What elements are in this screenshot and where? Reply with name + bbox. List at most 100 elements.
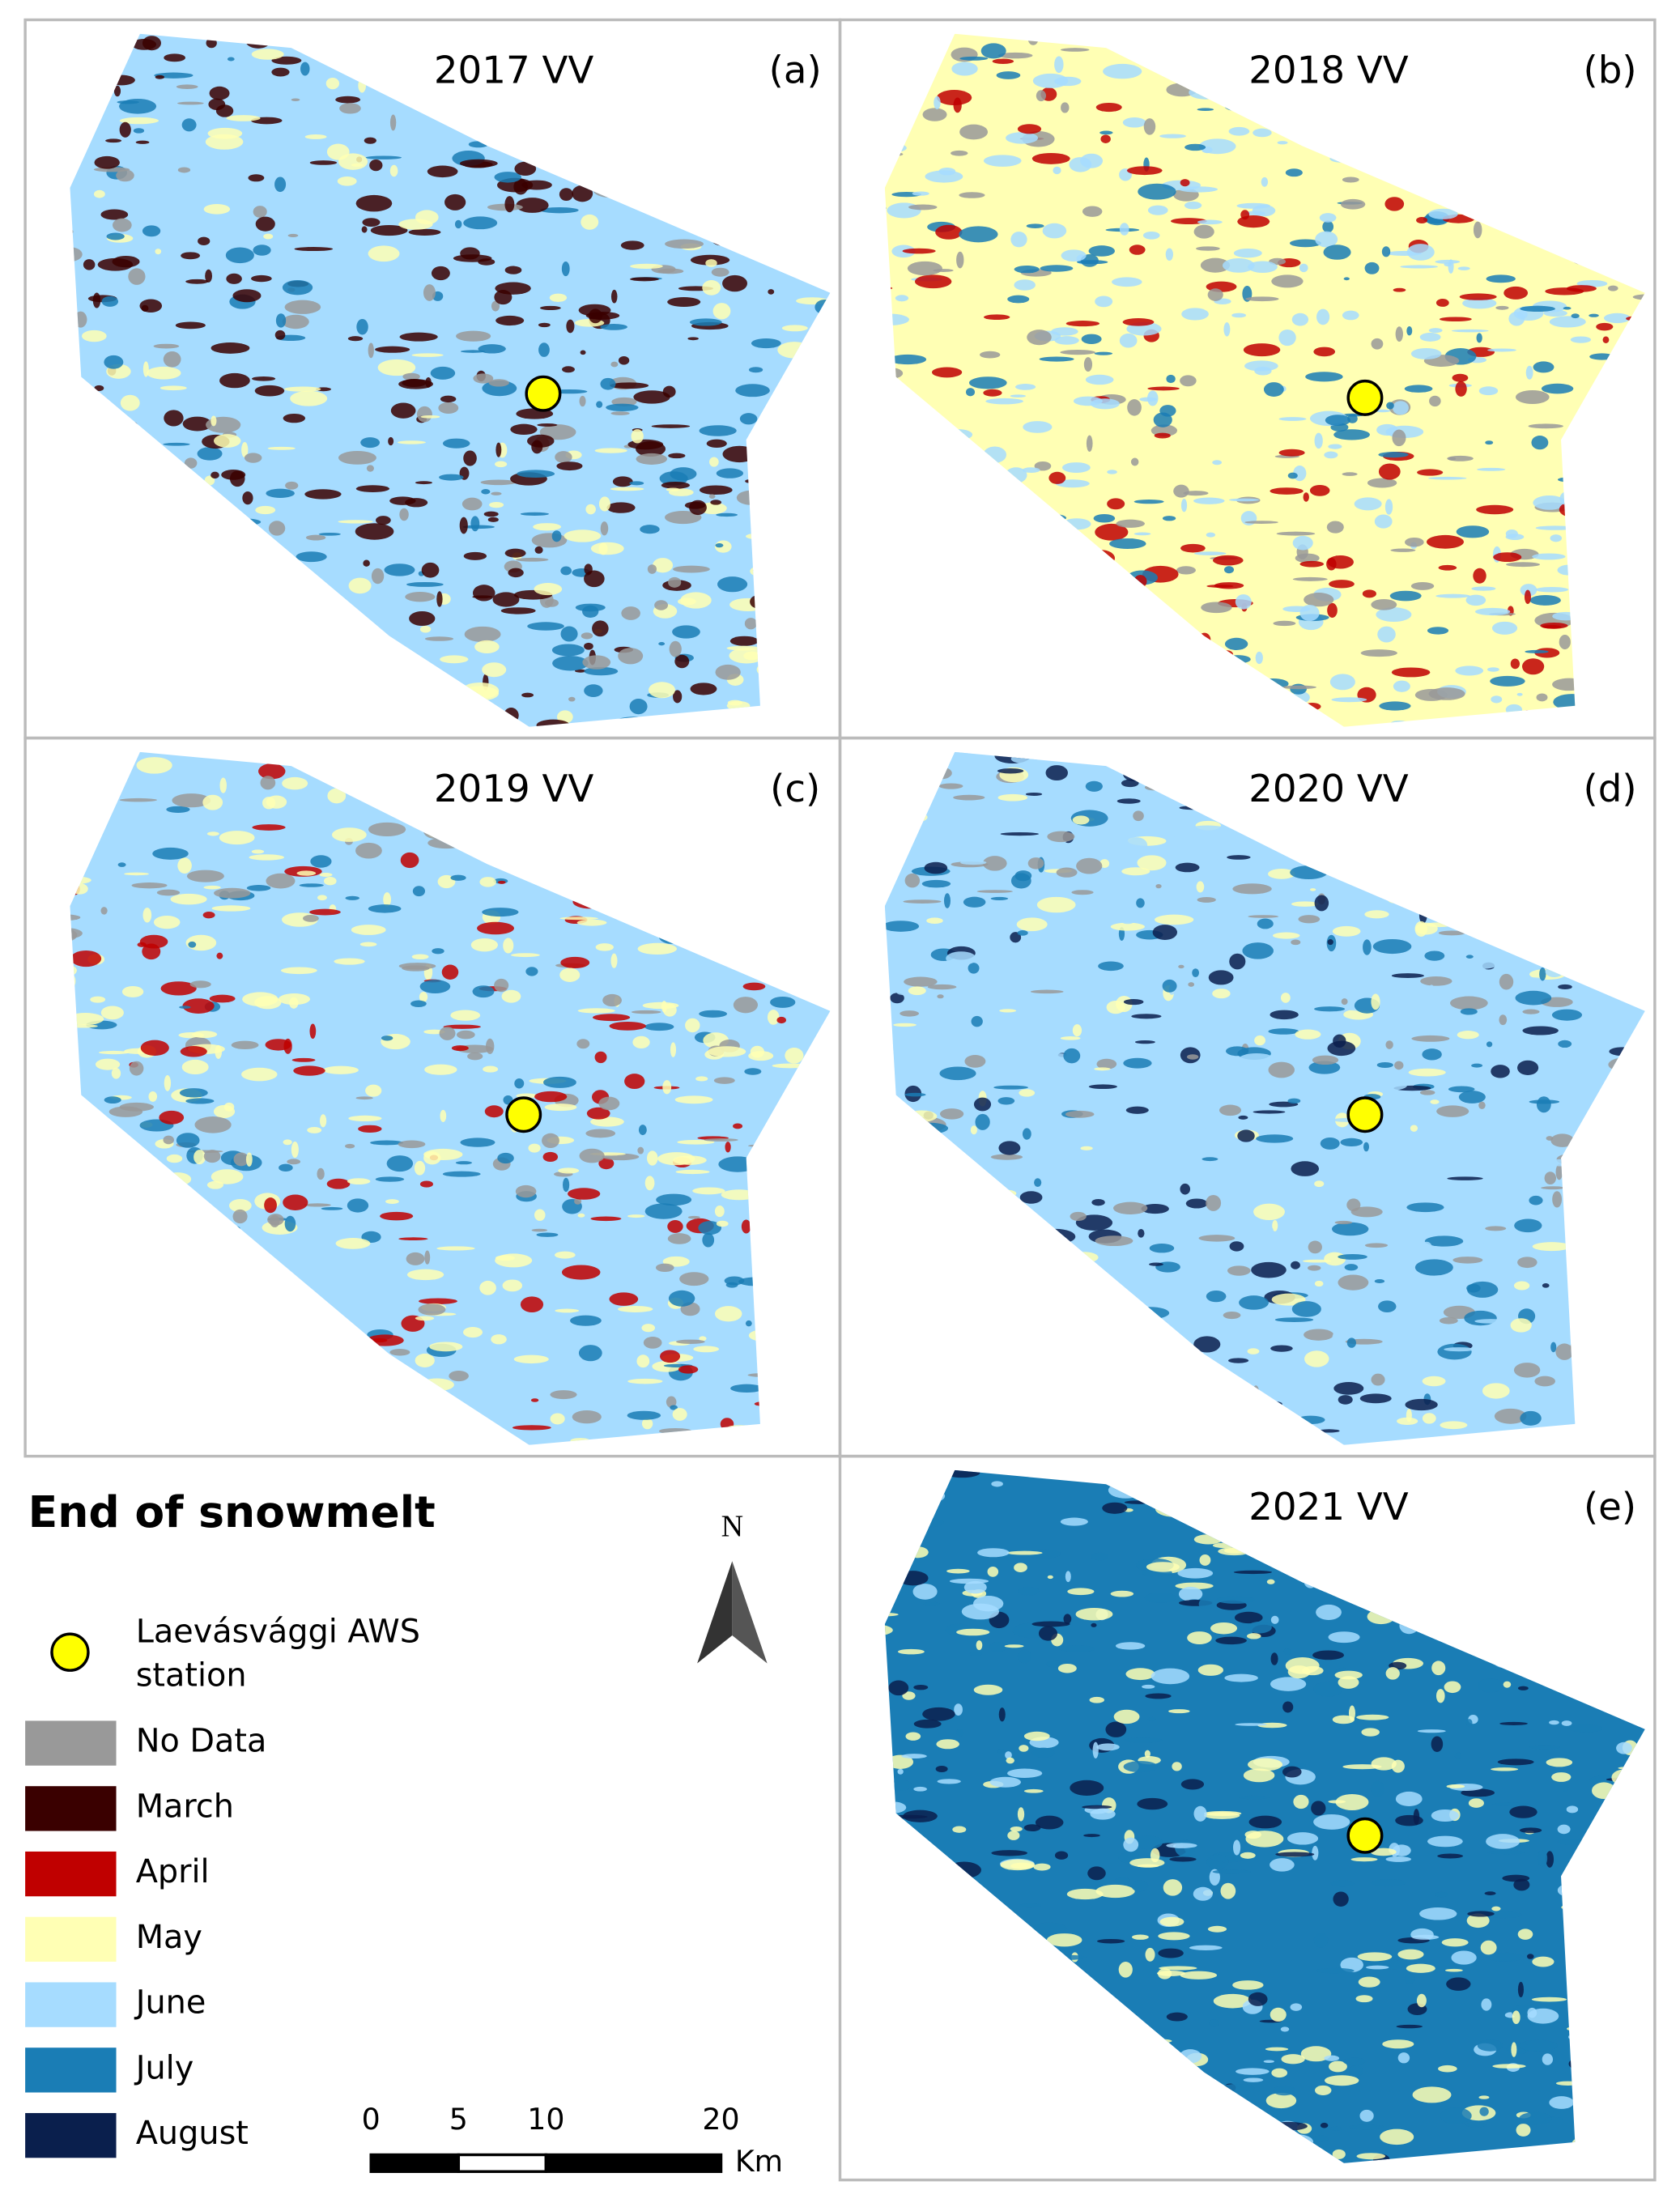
map-texture (502, 1279, 523, 1292)
map-texture (1467, 1911, 1495, 1917)
map-texture (828, 43, 831, 50)
map-texture (294, 246, 334, 252)
map-texture (1108, 1482, 1144, 1499)
map-texture (1390, 548, 1416, 552)
map-texture (1031, 1982, 1050, 1991)
map-texture (1503, 286, 1529, 300)
map-texture (716, 512, 738, 517)
map-texture (1342, 176, 1359, 183)
map-texture (1179, 1428, 1202, 1438)
map-texture (1567, 151, 1583, 156)
map-texture (584, 684, 603, 697)
map-texture (461, 683, 500, 700)
map-texture (774, 699, 796, 703)
map-texture (683, 147, 720, 155)
map-texture (536, 719, 570, 727)
map-texture (1180, 1125, 1208, 1141)
map-texture (1546, 1758, 1573, 1767)
map-texture (1527, 1573, 1538, 1585)
map-texture (918, 667, 933, 672)
map-texture (169, 705, 192, 710)
map-texture (958, 1320, 995, 1329)
map-texture (93, 189, 105, 198)
map-texture (1587, 890, 1609, 905)
map-texture (1515, 990, 1552, 1006)
map-texture (1571, 1146, 1578, 1155)
map-texture (1006, 132, 1039, 144)
map-texture (814, 447, 831, 461)
map-texture (653, 558, 674, 573)
map-texture (1413, 1530, 1448, 1541)
map-texture (398, 1237, 428, 1241)
map-texture (1180, 499, 1188, 512)
map-texture (177, 857, 192, 874)
map-texture (1334, 1670, 1363, 1680)
map-texture (1066, 1888, 1104, 1900)
map-texture (1075, 1608, 1113, 1621)
map-texture (366, 1334, 404, 1346)
map-texture (767, 121, 797, 135)
map-texture (1024, 2087, 1042, 2098)
map-texture (1187, 1054, 1199, 1060)
map-texture (270, 1214, 280, 1227)
map-texture (473, 373, 494, 384)
map-texture (717, 576, 748, 593)
map-texture (1322, 1559, 1329, 1574)
map-texture (1604, 752, 1632, 766)
map-texture (672, 625, 700, 639)
map-texture (751, 33, 784, 44)
map-texture (806, 1235, 830, 1247)
map-texture (956, 251, 964, 269)
map-texture (1605, 238, 1643, 246)
map-texture (1203, 1810, 1242, 1817)
map-texture (1510, 658, 1521, 670)
map-texture (992, 2054, 1010, 2072)
map-texture (907, 1305, 941, 1316)
map-texture (668, 453, 686, 459)
map-texture (1428, 476, 1467, 480)
map-texture (196, 576, 230, 582)
map-texture (730, 1384, 763, 1393)
map-texture (304, 1397, 329, 1403)
map-texture (1394, 1061, 1404, 1070)
map-texture (654, 761, 682, 770)
map-texture (618, 356, 630, 365)
map-texture (1628, 1955, 1639, 1967)
map-texture (1376, 1469, 1395, 1476)
map-texture (1304, 593, 1334, 607)
map-texture (1263, 1441, 1288, 1445)
map-texture (725, 1142, 731, 1153)
map-panel: 2018 VV (b) (874, 33, 1645, 727)
map-texture (997, 793, 1028, 802)
map-texture (1027, 1240, 1044, 1246)
map-texture (1593, 857, 1604, 872)
map-texture (334, 958, 365, 965)
map-texture (1113, 2086, 1134, 2094)
map-texture (1622, 1278, 1645, 1292)
map-texture (1589, 1456, 1627, 1468)
map-texture (278, 993, 311, 1006)
map-texture (657, 1152, 695, 1166)
map-texture (631, 1010, 661, 1014)
map-texture (304, 489, 342, 500)
map-texture (1175, 1839, 1196, 1857)
map-texture (263, 233, 274, 240)
map-texture (1179, 2049, 1202, 2064)
map-texture (953, 1990, 993, 1996)
map-texture (699, 425, 737, 436)
map-texture (511, 953, 540, 958)
map-texture (874, 493, 881, 508)
station-marker (1346, 379, 1384, 416)
map-texture (239, 529, 254, 534)
map-texture (603, 803, 611, 810)
map-texture (1590, 1469, 1625, 1476)
map-texture (70, 820, 95, 832)
map-texture (1594, 92, 1612, 97)
map-texture (1254, 1035, 1265, 1046)
map-texture (1188, 789, 1214, 806)
map-texture (128, 268, 146, 285)
map-texture (1207, 288, 1223, 301)
map-texture (1295, 1029, 1321, 1040)
map-texture (1006, 1757, 1014, 1764)
map-texture (790, 1376, 802, 1387)
